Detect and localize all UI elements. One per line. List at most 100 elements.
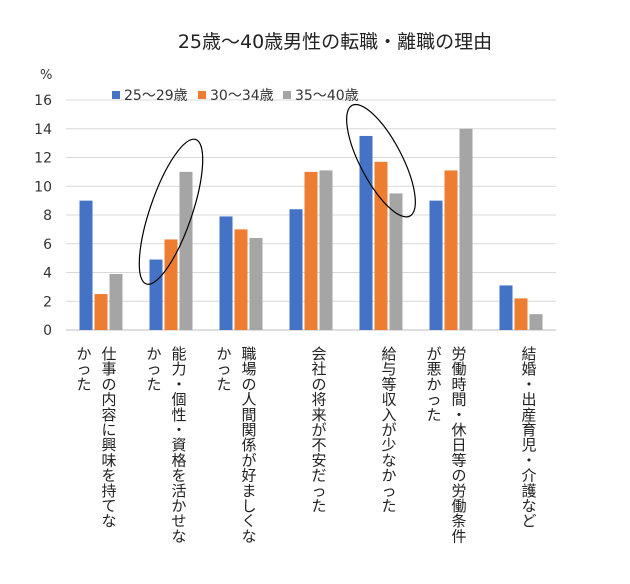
highlight-ellipse bbox=[346, 103, 416, 218]
category-label-char: し bbox=[241, 497, 256, 515]
category-label-char: ・ bbox=[451, 406, 466, 424]
category-label-char: が bbox=[381, 421, 396, 439]
category-label-char: ・ bbox=[171, 375, 186, 393]
bar bbox=[444, 170, 458, 330]
category-label-char: 結 bbox=[521, 345, 536, 363]
category-label-char: っ bbox=[311, 482, 326, 500]
category-label-char: に bbox=[101, 421, 116, 439]
category-label: かった bbox=[76, 345, 91, 393]
category-label-char: 内 bbox=[101, 391, 116, 409]
category-label-char: 人 bbox=[241, 391, 256, 409]
category-label-char: な bbox=[101, 512, 116, 530]
category-label-char: 時 bbox=[451, 375, 466, 393]
category-label-char: 給 bbox=[381, 345, 396, 363]
bar bbox=[514, 298, 528, 330]
category-label-char: 関 bbox=[241, 421, 256, 439]
category-label-char: た bbox=[216, 375, 231, 393]
category-label-char: 係 bbox=[241, 436, 256, 454]
chart-title: 25歳～40歳男性の転職・離職の理由 bbox=[178, 31, 492, 53]
category-label-char: 味 bbox=[101, 451, 116, 469]
category-label-char: な bbox=[381, 451, 396, 469]
category-label-char: 力 bbox=[171, 360, 186, 378]
bar bbox=[304, 171, 318, 330]
category-label-char: 能 bbox=[171, 345, 186, 363]
bar bbox=[529, 314, 543, 330]
category-label-char: 性 bbox=[171, 406, 186, 424]
category-label: かった bbox=[216, 345, 231, 393]
category-label-char: 少 bbox=[381, 436, 396, 454]
y-tick-label: 14 bbox=[34, 122, 52, 138]
category-label-char: 悪 bbox=[426, 360, 441, 378]
category-label-char: 児 bbox=[521, 436, 536, 454]
category-label-char: 容 bbox=[101, 406, 116, 424]
category-label-char: た bbox=[311, 497, 326, 515]
category-label-char: を bbox=[101, 467, 116, 485]
category-label-char: 将 bbox=[311, 391, 326, 409]
category-label-char: 間 bbox=[241, 406, 256, 424]
category-label-char: ・ bbox=[521, 375, 536, 393]
y-axis-ticks: 0 2 4 6 8 10 12 14 16 bbox=[34, 93, 52, 339]
category-label-char: 等 bbox=[451, 451, 466, 469]
bar bbox=[79, 200, 93, 330]
category-label-char: 来 bbox=[311, 406, 326, 424]
y-tick-label: 8 bbox=[43, 208, 52, 224]
category-label-char: 仕 bbox=[101, 345, 116, 363]
bar bbox=[359, 135, 373, 330]
category-label-char: か bbox=[146, 345, 161, 363]
category-label-char: だ bbox=[311, 467, 326, 485]
category-label-char: を bbox=[171, 467, 186, 485]
category-label-char: 興 bbox=[101, 436, 116, 454]
category-label-char: 安 bbox=[311, 451, 326, 469]
bar bbox=[319, 170, 333, 330]
category-label-char: ・ bbox=[521, 451, 536, 469]
bar bbox=[249, 238, 263, 330]
category-label-char: ま bbox=[241, 482, 256, 500]
category-label-char: か bbox=[426, 375, 441, 393]
category-label-char: 休 bbox=[451, 421, 466, 439]
category-label-char: っ bbox=[76, 360, 91, 378]
highlight-ellipse bbox=[138, 138, 204, 285]
category-label-char: 資 bbox=[171, 436, 186, 454]
category-label-char: が bbox=[241, 451, 256, 469]
category-label-char: な bbox=[171, 527, 186, 545]
legend-swatch bbox=[283, 91, 291, 99]
category-label-char: ど bbox=[521, 512, 536, 530]
category-label-char: 働 bbox=[451, 360, 466, 378]
bar bbox=[179, 171, 193, 330]
category-label-char: な bbox=[241, 527, 256, 545]
bar bbox=[164, 239, 178, 330]
category-label-char: 間 bbox=[451, 391, 466, 409]
category-label-char: せ bbox=[171, 512, 186, 530]
category-label-char: っ bbox=[216, 360, 231, 378]
y-tick-label: 12 bbox=[34, 151, 52, 167]
category-label-char: か bbox=[381, 467, 396, 485]
category-label-char: 個 bbox=[171, 391, 186, 409]
category-label-char: 会 bbox=[311, 345, 326, 363]
category-label-char: っ bbox=[146, 360, 161, 378]
category-label-char: か bbox=[171, 497, 186, 515]
category-label-char: が bbox=[311, 421, 326, 439]
bar bbox=[389, 193, 403, 330]
category-label-char: の bbox=[241, 375, 256, 393]
category-label-char: 婚 bbox=[521, 360, 536, 378]
y-tick-label: 2 bbox=[43, 294, 52, 310]
category-label-char: 条 bbox=[451, 512, 466, 530]
category-label-char: た bbox=[381, 497, 396, 515]
category-label-char: っ bbox=[381, 482, 396, 500]
category-label-char: く bbox=[241, 512, 256, 530]
bar bbox=[94, 294, 108, 330]
category-label-char: 出 bbox=[521, 391, 536, 409]
category-label-char: た bbox=[146, 375, 161, 393]
category-label-char: が bbox=[426, 345, 441, 363]
category-label-char: 好 bbox=[241, 467, 256, 485]
bar bbox=[374, 161, 388, 330]
y-tick-label: 6 bbox=[43, 237, 52, 253]
category-label-char: 不 bbox=[311, 436, 326, 454]
